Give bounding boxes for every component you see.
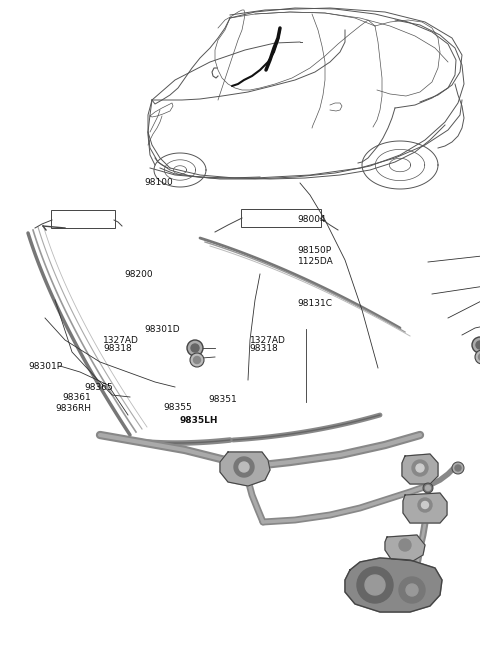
Text: 1125DA: 1125DA — [298, 257, 333, 266]
Circle shape — [190, 353, 204, 367]
Circle shape — [421, 501, 429, 509]
Circle shape — [357, 567, 393, 603]
Circle shape — [476, 341, 480, 349]
Text: 98318: 98318 — [250, 344, 278, 353]
Circle shape — [416, 464, 424, 472]
Text: 98318: 98318 — [103, 344, 132, 353]
FancyBboxPatch shape — [51, 210, 115, 228]
Circle shape — [399, 539, 411, 551]
Circle shape — [406, 584, 418, 596]
Circle shape — [475, 350, 480, 364]
Polygon shape — [402, 454, 438, 484]
Text: 1327AD: 1327AD — [103, 336, 139, 345]
Polygon shape — [403, 493, 447, 523]
Circle shape — [472, 337, 480, 353]
Text: 98100: 98100 — [144, 178, 173, 187]
Polygon shape — [385, 535, 425, 561]
Text: 1327AD: 1327AD — [250, 336, 286, 345]
Circle shape — [455, 465, 461, 471]
Circle shape — [418, 498, 432, 512]
Circle shape — [191, 344, 199, 352]
Text: 98365: 98365 — [84, 383, 113, 392]
Circle shape — [425, 486, 431, 491]
Circle shape — [399, 577, 425, 603]
Polygon shape — [345, 558, 442, 612]
Circle shape — [365, 575, 385, 595]
Text: 98355: 98355 — [163, 403, 192, 413]
Text: 98301D: 98301D — [144, 325, 180, 334]
Circle shape — [193, 357, 201, 363]
Polygon shape — [220, 452, 270, 486]
Text: 9836RH: 9836RH — [55, 404, 91, 413]
Circle shape — [234, 457, 254, 477]
Circle shape — [479, 353, 480, 361]
FancyBboxPatch shape — [241, 209, 321, 227]
Text: 98351: 98351 — [209, 395, 238, 404]
Text: 9835LH: 9835LH — [180, 416, 218, 425]
Circle shape — [412, 460, 428, 476]
Text: 98301P: 98301P — [29, 362, 63, 371]
Text: 98200: 98200 — [125, 270, 154, 279]
Circle shape — [187, 340, 203, 356]
Circle shape — [423, 483, 433, 493]
Text: 98361: 98361 — [62, 393, 91, 402]
Text: 98004: 98004 — [298, 215, 326, 224]
Circle shape — [239, 462, 249, 472]
Text: 98150P: 98150P — [298, 246, 332, 256]
Circle shape — [452, 462, 464, 474]
Text: 98131C: 98131C — [298, 299, 333, 308]
